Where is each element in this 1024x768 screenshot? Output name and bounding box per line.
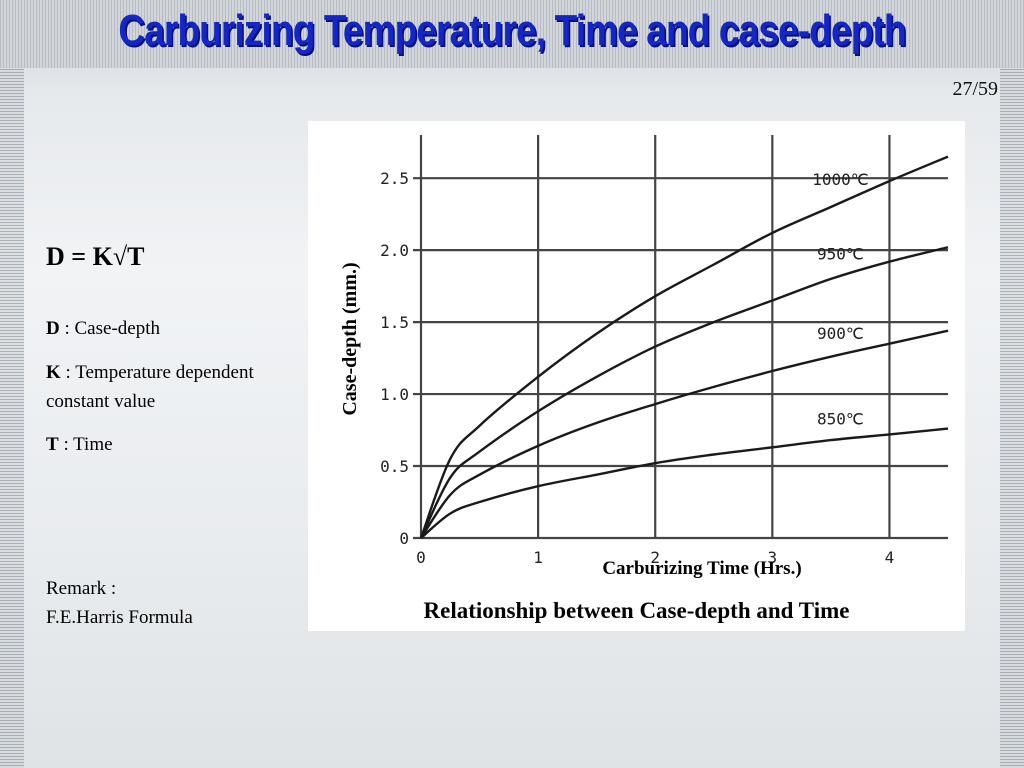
x-tick-label: 4 [885, 548, 895, 567]
definition-term: K [46, 362, 61, 383]
x-tick-label: 1 [533, 548, 543, 567]
x-tick-label: 2 [650, 548, 660, 567]
series-line [420, 427, 949, 539]
series-line [419, 155, 949, 539]
definition-term: D [46, 318, 60, 339]
y-tick-label: 0 [399, 529, 409, 548]
x-tick-label: 3 [768, 548, 778, 567]
left-stripe-decoration [0, 0, 24, 768]
page-number: 27/59 [952, 78, 998, 100]
x-tick-label: 0 [416, 548, 426, 567]
right-stripe-decoration [1000, 0, 1024, 768]
series-line [419, 246, 949, 539]
chart-panel: 0 1 2 3 4 0 0.5 1.0 1.5 2.0 2.5 1000℃ 950℃ 900℃ 850℃ … [308, 121, 965, 631]
remark-text: F.E.Harris Formula [46, 607, 193, 628]
definition-k: K : Temperature dependent constant value [46, 358, 316, 416]
y-tick-label: 1.0 [380, 385, 409, 404]
chart-caption: Relationship between Case-depth and Time [423, 598, 850, 623]
definition-text: : Case-depth [59, 318, 160, 339]
remark: Remark : F.E.Harris Formula [46, 574, 193, 632]
definition-text: : Time [58, 434, 113, 455]
definition-text: : Temperature dependent constant value [46, 362, 254, 412]
definition-t: T : Time [46, 430, 113, 459]
y-tick-label: 2.0 [380, 241, 409, 260]
formula: D = K√T [46, 242, 145, 271]
y-tick-label: 0.5 [380, 457, 409, 476]
series-label: 1000℃ [812, 170, 869, 189]
series-label: 900℃ [817, 324, 864, 343]
case-depth-chart: 0 1 2 3 400.51.01.52.02.5 1000℃950℃900℃850℃ … [339, 135, 949, 579]
definition-term: T [46, 434, 59, 455]
x-axis-label: Carburizing Time (Hrs.) [602, 558, 801, 579]
series-line [420, 329, 949, 539]
y-tick-label: 1.5 [380, 313, 409, 332]
definition-d: D : Case-depth [46, 314, 160, 343]
series-label: 850℃ [817, 409, 864, 428]
slide-title: Carburizing Temperature, Time and case-d… [118, 6, 906, 55]
remark-label: Remark : [46, 578, 117, 599]
y-axis-label: Case-depth (mm.) [339, 262, 361, 415]
title-bar [0, 0, 1024, 68]
y-tick-label: 2.5 [380, 169, 409, 188]
series-label: 950℃ [817, 245, 864, 264]
